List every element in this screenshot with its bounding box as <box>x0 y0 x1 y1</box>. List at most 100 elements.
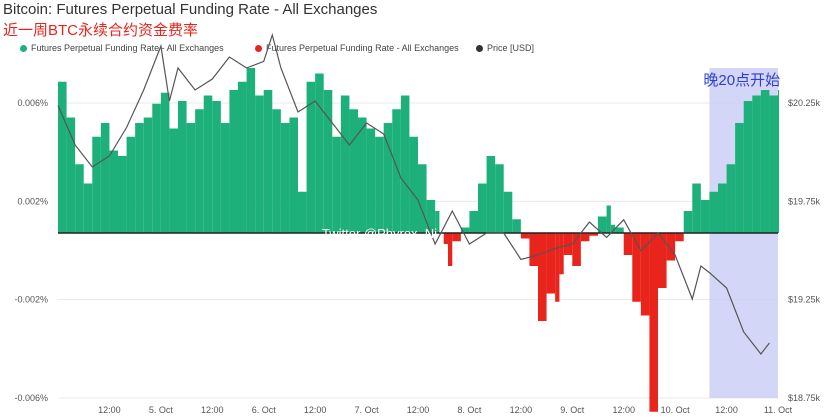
funding-bar-positive <box>503 191 513 233</box>
funding-bar-negative <box>658 233 667 288</box>
chart-subtitle: 近一周BTC永续合约资金费率 <box>3 22 199 39</box>
funding-bar-negative <box>443 233 448 244</box>
funding-bar-positive <box>512 219 521 233</box>
legend-marker-price <box>476 44 483 52</box>
funding-bar-negative <box>452 233 461 242</box>
funding-bar-positive <box>418 164 427 233</box>
left-tick-label: 0.006% <box>17 98 48 108</box>
funding-bar-positive <box>143 117 153 233</box>
funding-bar-negative <box>623 233 633 255</box>
funding-bar-positive <box>83 183 93 233</box>
funding-bar-positive <box>109 150 118 233</box>
funding-bar-positive <box>392 109 401 233</box>
funding-bar-positive <box>383 123 393 233</box>
funding-bar-positive <box>160 92 170 233</box>
funding-bar-negative <box>632 233 641 302</box>
funding-bar-negative <box>675 233 684 242</box>
funding-bar-positive <box>683 211 693 233</box>
right-tick-label: $20.25k <box>788 98 821 108</box>
funding-bar-negative <box>555 233 560 302</box>
legend-label-funding-positive: Futures Perpetual Funding Rate - All Exc… <box>31 43 224 53</box>
left-tick-label: 0.002% <box>17 196 48 206</box>
funding-bar-positive <box>469 211 478 233</box>
funding-bar-negative <box>563 233 573 255</box>
funding-bar-negative <box>520 233 530 239</box>
funding-bar-positive <box>366 128 376 233</box>
funding-bar-positive <box>126 136 136 233</box>
funding-bar-positive <box>409 136 418 233</box>
legend-label-price: Price [USD] <box>487 43 535 53</box>
price-series <box>57 32 770 355</box>
funding-bar-positive <box>435 211 440 233</box>
x-tick-label: 12:00 <box>407 405 430 415</box>
funding-bar-positive <box>220 123 230 233</box>
funding-bar-positive <box>486 156 496 233</box>
funding-bar-negative <box>546 233 556 294</box>
funding-bar-negative <box>640 233 650 316</box>
funding-bar-positive <box>229 90 238 233</box>
funding-bar-positive <box>460 227 470 233</box>
funding-bar-positive <box>195 109 204 233</box>
funding-bar-positive <box>203 95 213 233</box>
funding-bar-positive <box>735 123 744 233</box>
x-tick-label: 7. Oct <box>355 405 380 415</box>
funding-bar-positive <box>246 68 256 233</box>
funding-bar-positive <box>743 101 753 233</box>
funding-bar-negative <box>559 233 564 275</box>
right-tick-label: $19.75k <box>788 196 821 206</box>
funding-bar-negative <box>580 233 590 242</box>
funding-bar-positive <box>778 90 779 233</box>
funding-bar-positive <box>349 109 358 233</box>
x-tick-label: 12:00 <box>612 405 635 415</box>
funding-bar-positive <box>272 109 281 233</box>
funding-bar-positive <box>700 200 710 233</box>
x-tick-label: 5. Oct <box>149 405 174 415</box>
funding-bars <box>58 68 779 412</box>
funding-bar-positive <box>298 191 307 233</box>
funding-bar-positive <box>598 216 607 233</box>
funding-bar-negative <box>572 233 581 266</box>
funding-bar-positive <box>610 224 616 233</box>
legend-item-funding-positive[interactable]: Futures Perpetual Funding Rate - All Exc… <box>20 43 224 53</box>
price-line <box>57 32 770 355</box>
funding-bar-negative <box>448 233 453 266</box>
x-tick-label: 12:00 <box>201 405 224 415</box>
funding-bar-positive <box>615 227 624 233</box>
x-tick-label: 12:00 <box>510 405 533 415</box>
legend-marker-positive <box>20 44 27 52</box>
funding-bar-positive <box>212 101 221 233</box>
funding-bar-positive <box>400 95 410 233</box>
funding-bar-negative <box>538 233 547 321</box>
funding-bar-positive <box>135 123 144 233</box>
funding-bar-positive <box>726 164 736 233</box>
funding-bar-positive <box>709 191 718 233</box>
right-tick-label: $18.75k <box>788 393 821 403</box>
legend-marker-negative <box>255 44 262 52</box>
watermark-text: Twitter @Phyrex_Ni <box>322 226 437 241</box>
funding-bar-positive <box>692 183 701 233</box>
funding-bar-positive <box>169 128 178 233</box>
legend-item-price[interactable]: Price [USD] <box>476 43 534 53</box>
chart-title: Bitcoin: Futures Perpetual Funding Rate … <box>3 1 378 18</box>
legend-item-funding-negative[interactable]: Futures Perpetual Funding Rate - All Exc… <box>255 43 459 53</box>
funding-bar-positive <box>306 81 316 233</box>
x-tick-label: 8. Oct <box>457 405 482 415</box>
funding-bar-negative <box>529 233 538 266</box>
left-tick-label: -0.002% <box>14 295 48 305</box>
x-tick-label: 9. Oct <box>560 405 585 415</box>
funding-bar-positive <box>426 200 436 233</box>
funding-bar-positive <box>263 90 273 233</box>
funding-bar-positive <box>478 183 487 233</box>
funding-bar-positive <box>186 123 196 233</box>
funding-bar-positive <box>323 90 333 233</box>
funding-bar-positive <box>495 164 504 233</box>
right-tick-label: $19.25k <box>788 295 821 305</box>
left-tick-label: -0.006% <box>14 393 48 403</box>
funding-bar-positive <box>238 81 247 233</box>
funding-bar-positive <box>375 136 384 233</box>
funding-bar-positive <box>606 205 611 233</box>
funding-bar-positive <box>358 117 367 233</box>
x-tick-label: 10. Oct <box>661 405 691 415</box>
x-tick-label: 12:00 <box>304 405 327 415</box>
